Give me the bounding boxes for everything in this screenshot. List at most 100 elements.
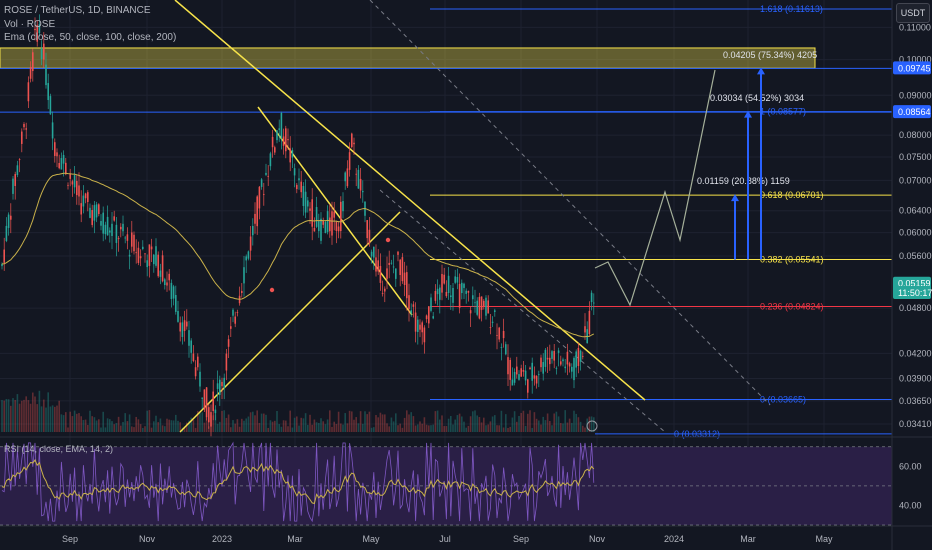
candle-body [45,64,47,86]
candle-body [419,324,421,330]
candle-body [32,52,34,72]
volume-bar [414,425,417,432]
candle-body [538,374,540,376]
candle-body [315,207,318,227]
candle-body [575,351,577,368]
volume-bar [507,427,509,432]
candle-body [135,252,137,254]
time-tick-label: May [815,534,833,544]
volume-bar [150,427,153,432]
candle-body [524,370,527,381]
candles [1,14,595,437]
trendline [179,211,401,433]
candle-body [40,48,43,60]
candle-body [392,266,395,268]
candle-body [155,246,157,266]
candle-body [16,165,19,175]
volume-bar [469,416,472,432]
candle-body [60,158,63,170]
candle-body [441,273,443,293]
volume-bar [155,415,157,432]
time-tick-label: Jul [439,534,451,544]
price-label-text: 0.08564 [898,107,931,117]
volume-bar [557,416,560,432]
volume-bar [494,415,496,432]
volume-bar [474,410,476,432]
volume-bar [441,415,443,432]
resistance-zone [0,47,816,69]
volume-bar [458,413,461,432]
volume-bar [144,426,146,432]
volume-bar [43,399,45,432]
volume-bar [571,422,573,432]
volume-bar [333,421,335,432]
volume-bar [201,412,203,432]
candle-body [555,367,558,369]
time-tick-label: Mar [740,534,756,544]
candle-body [513,371,516,383]
volume-bar [18,403,21,432]
volume-bar [388,426,390,432]
volume-bar [386,423,388,432]
candle-body [93,205,96,221]
volume-bar [102,411,104,432]
candle-body [353,142,355,145]
candle-body [465,290,467,294]
candle-body [390,262,393,264]
volume-bar [139,424,142,432]
volume-bar [192,419,195,432]
volume-bar [362,423,364,432]
candle-body [454,276,456,283]
candle-body [516,366,518,375]
volume-bar [104,427,107,432]
candle-body [414,312,417,332]
candle-body [432,316,434,319]
candle-body [223,377,225,388]
candle-body [298,178,300,181]
candle-body [164,279,166,286]
candle-body [91,210,93,225]
candle-body [322,220,324,225]
candle-body [522,369,525,372]
candle-body [540,357,542,368]
volume-bar [461,416,463,432]
candle-body [531,362,533,381]
volume-bar [560,423,562,432]
volume-bar [188,420,190,432]
ema-line [2,172,595,338]
candle-body [124,237,126,239]
candle-body [139,256,142,259]
candle-body [472,295,474,300]
volume-bar [293,417,296,432]
candle-body [546,357,549,360]
volume-bar [533,412,536,432]
volume-bar [276,410,278,432]
volume-bar [265,414,267,432]
candle-body [65,162,67,175]
volume-bar [364,411,366,432]
candle-body [362,191,364,193]
candle-body [177,311,179,322]
candle-body [456,276,459,283]
volume-bar [491,416,494,432]
candle-body [62,154,65,164]
volume-bar [408,414,410,432]
volume-bar [395,413,397,432]
candle-body [520,368,522,377]
currency-button[interactable]: USDT [896,3,930,23]
candle-body [23,124,25,128]
dashed-trendline [369,0,771,406]
volume-bar [67,427,69,432]
volume-bar [205,417,208,432]
candle-body [450,295,452,298]
volume-bar [370,427,373,432]
candle-body [104,224,107,235]
volume-bar [516,421,518,432]
volume-bar [544,420,547,432]
candle-body [186,321,188,327]
volume-bar [522,410,525,432]
volume-bar [542,416,544,432]
volume-bar [166,418,168,432]
marker-dot [269,287,275,293]
